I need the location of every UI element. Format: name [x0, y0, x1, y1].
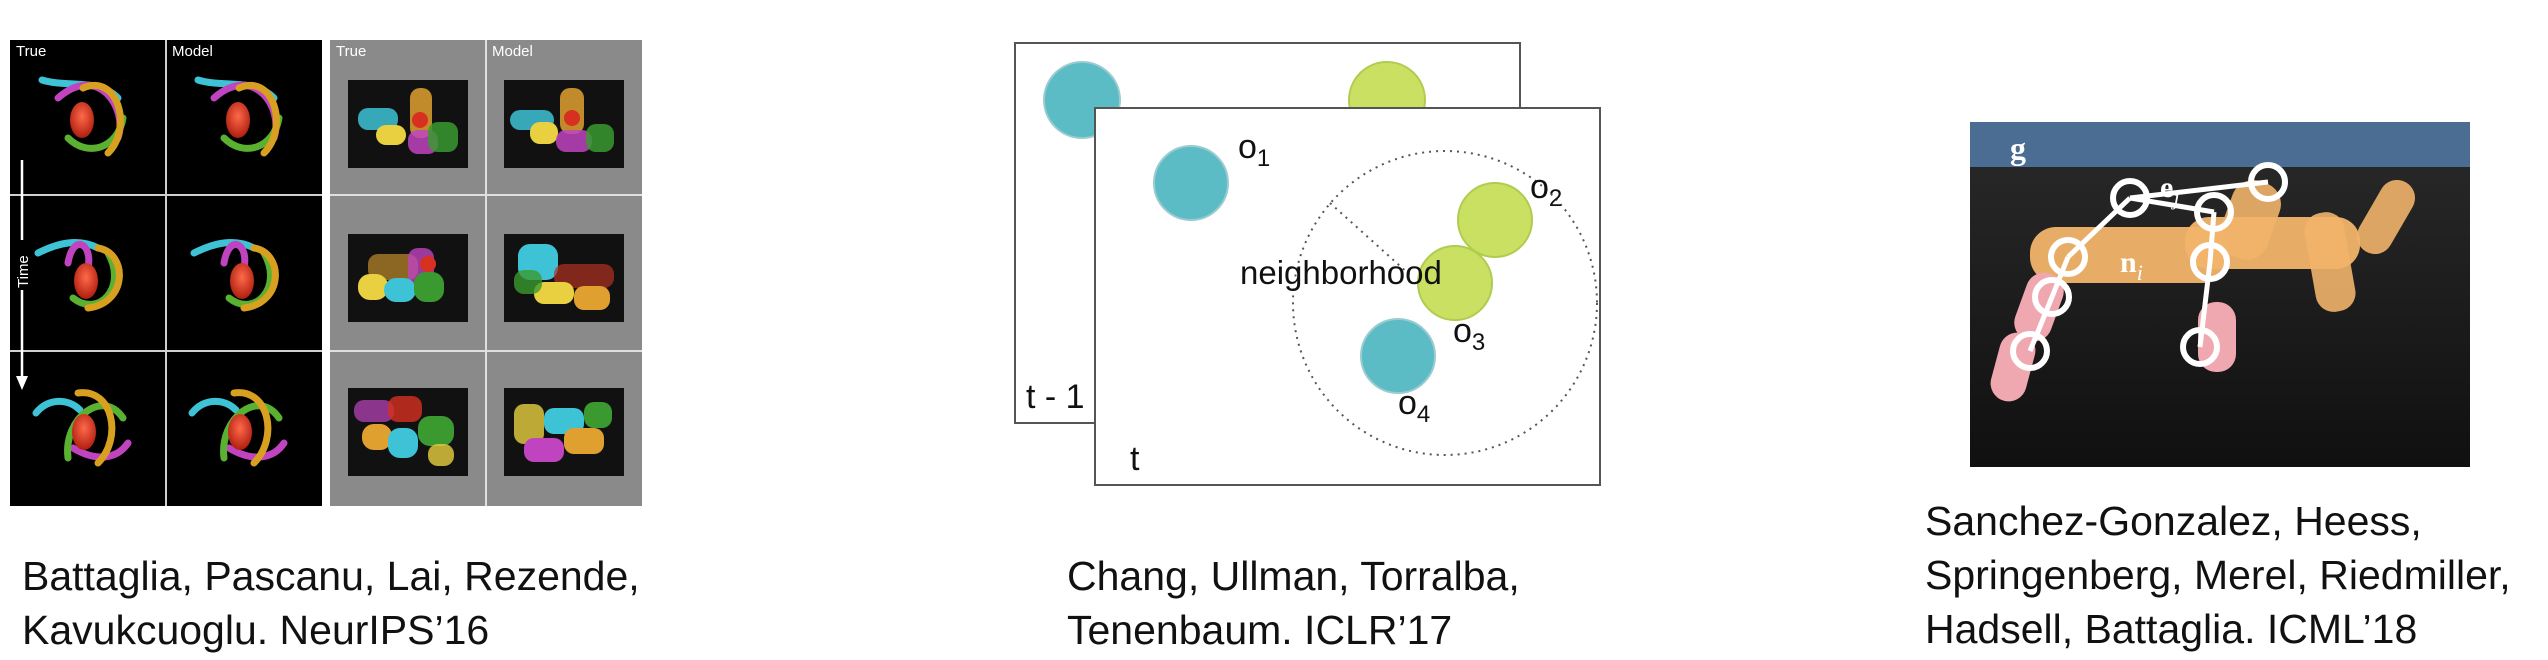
node-label: ni — [2120, 246, 2143, 285]
caption-line: Chang, Ullman, Torralba, — [1067, 553, 1520, 599]
interaction-network-figure: True Model True Model Time — [10, 40, 642, 506]
caption-line: Battaglia, Pascanu, Lai, Rezende, — [22, 553, 640, 599]
header-model-right: Model — [492, 43, 533, 60]
global-bar — [1970, 122, 2470, 167]
neighborhood-label: neighborhood — [1240, 254, 1442, 291]
caption-chang: Chang, Ullman, Torralba, Tenenbaum. ICLR… — [1067, 549, 1520, 657]
node — [2194, 192, 2234, 232]
orbit-cells — [32, 76, 288, 467]
edge-label: ej — [2160, 171, 2179, 210]
object-o3 — [1417, 245, 1493, 321]
frame-front-label: t — [1130, 440, 1140, 478]
caption-line: Hadsell, Battaglia. ICML’18 — [1925, 606, 2418, 652]
node — [2048, 237, 2088, 277]
global-label: g — [2010, 130, 2026, 166]
node — [2180, 327, 2220, 367]
caption-line: Sanchez-Gonzalez, Heess, — [1925, 498, 2422, 544]
node — [2010, 331, 2050, 371]
caption-battaglia: Battaglia, Pascanu, Lai, Rezende, Kavukc… — [22, 549, 640, 657]
blocks-cells — [348, 80, 624, 476]
caption-line: Tenenbaum. ICLR’17 — [1067, 607, 1453, 653]
neighborhood-figure: t - 1 t neighborhood o1 o2 o3 o4 — [1014, 42, 1601, 486]
time-label: Time — [15, 255, 32, 288]
header-true-left: True — [16, 43, 46, 60]
object-o4 — [1360, 318, 1436, 394]
neighborhood-circle — [1292, 150, 1598, 456]
caption-sanchez-gonzalez: Sanchez-Gonzalez, Heess, Springenberg, M… — [1925, 494, 2511, 656]
label-o1: o1 — [1238, 128, 1270, 172]
graph-network-figure: g ej ni — [1970, 122, 2470, 467]
caption-line: Springenberg, Merel, Riedmiller, — [1925, 552, 2511, 598]
label-o4: o4 — [1398, 384, 1430, 428]
frame-back-label: t - 1 — [1026, 378, 1085, 416]
graph-nodes — [2010, 162, 2288, 371]
caption-line: Kavukcuoglu. NeurIPS’16 — [22, 607, 490, 653]
node — [2032, 277, 2072, 317]
object-o2 — [1457, 182, 1533, 258]
node — [2248, 162, 2288, 202]
label-o3: o3 — [1453, 312, 1485, 356]
header-true-right: True — [336, 43, 366, 60]
object-o1 — [1153, 145, 1229, 221]
header-model-left: Model — [172, 43, 213, 60]
node — [2110, 178, 2150, 218]
node — [2190, 242, 2230, 282]
label-o2: o2 — [1530, 168, 1562, 212]
